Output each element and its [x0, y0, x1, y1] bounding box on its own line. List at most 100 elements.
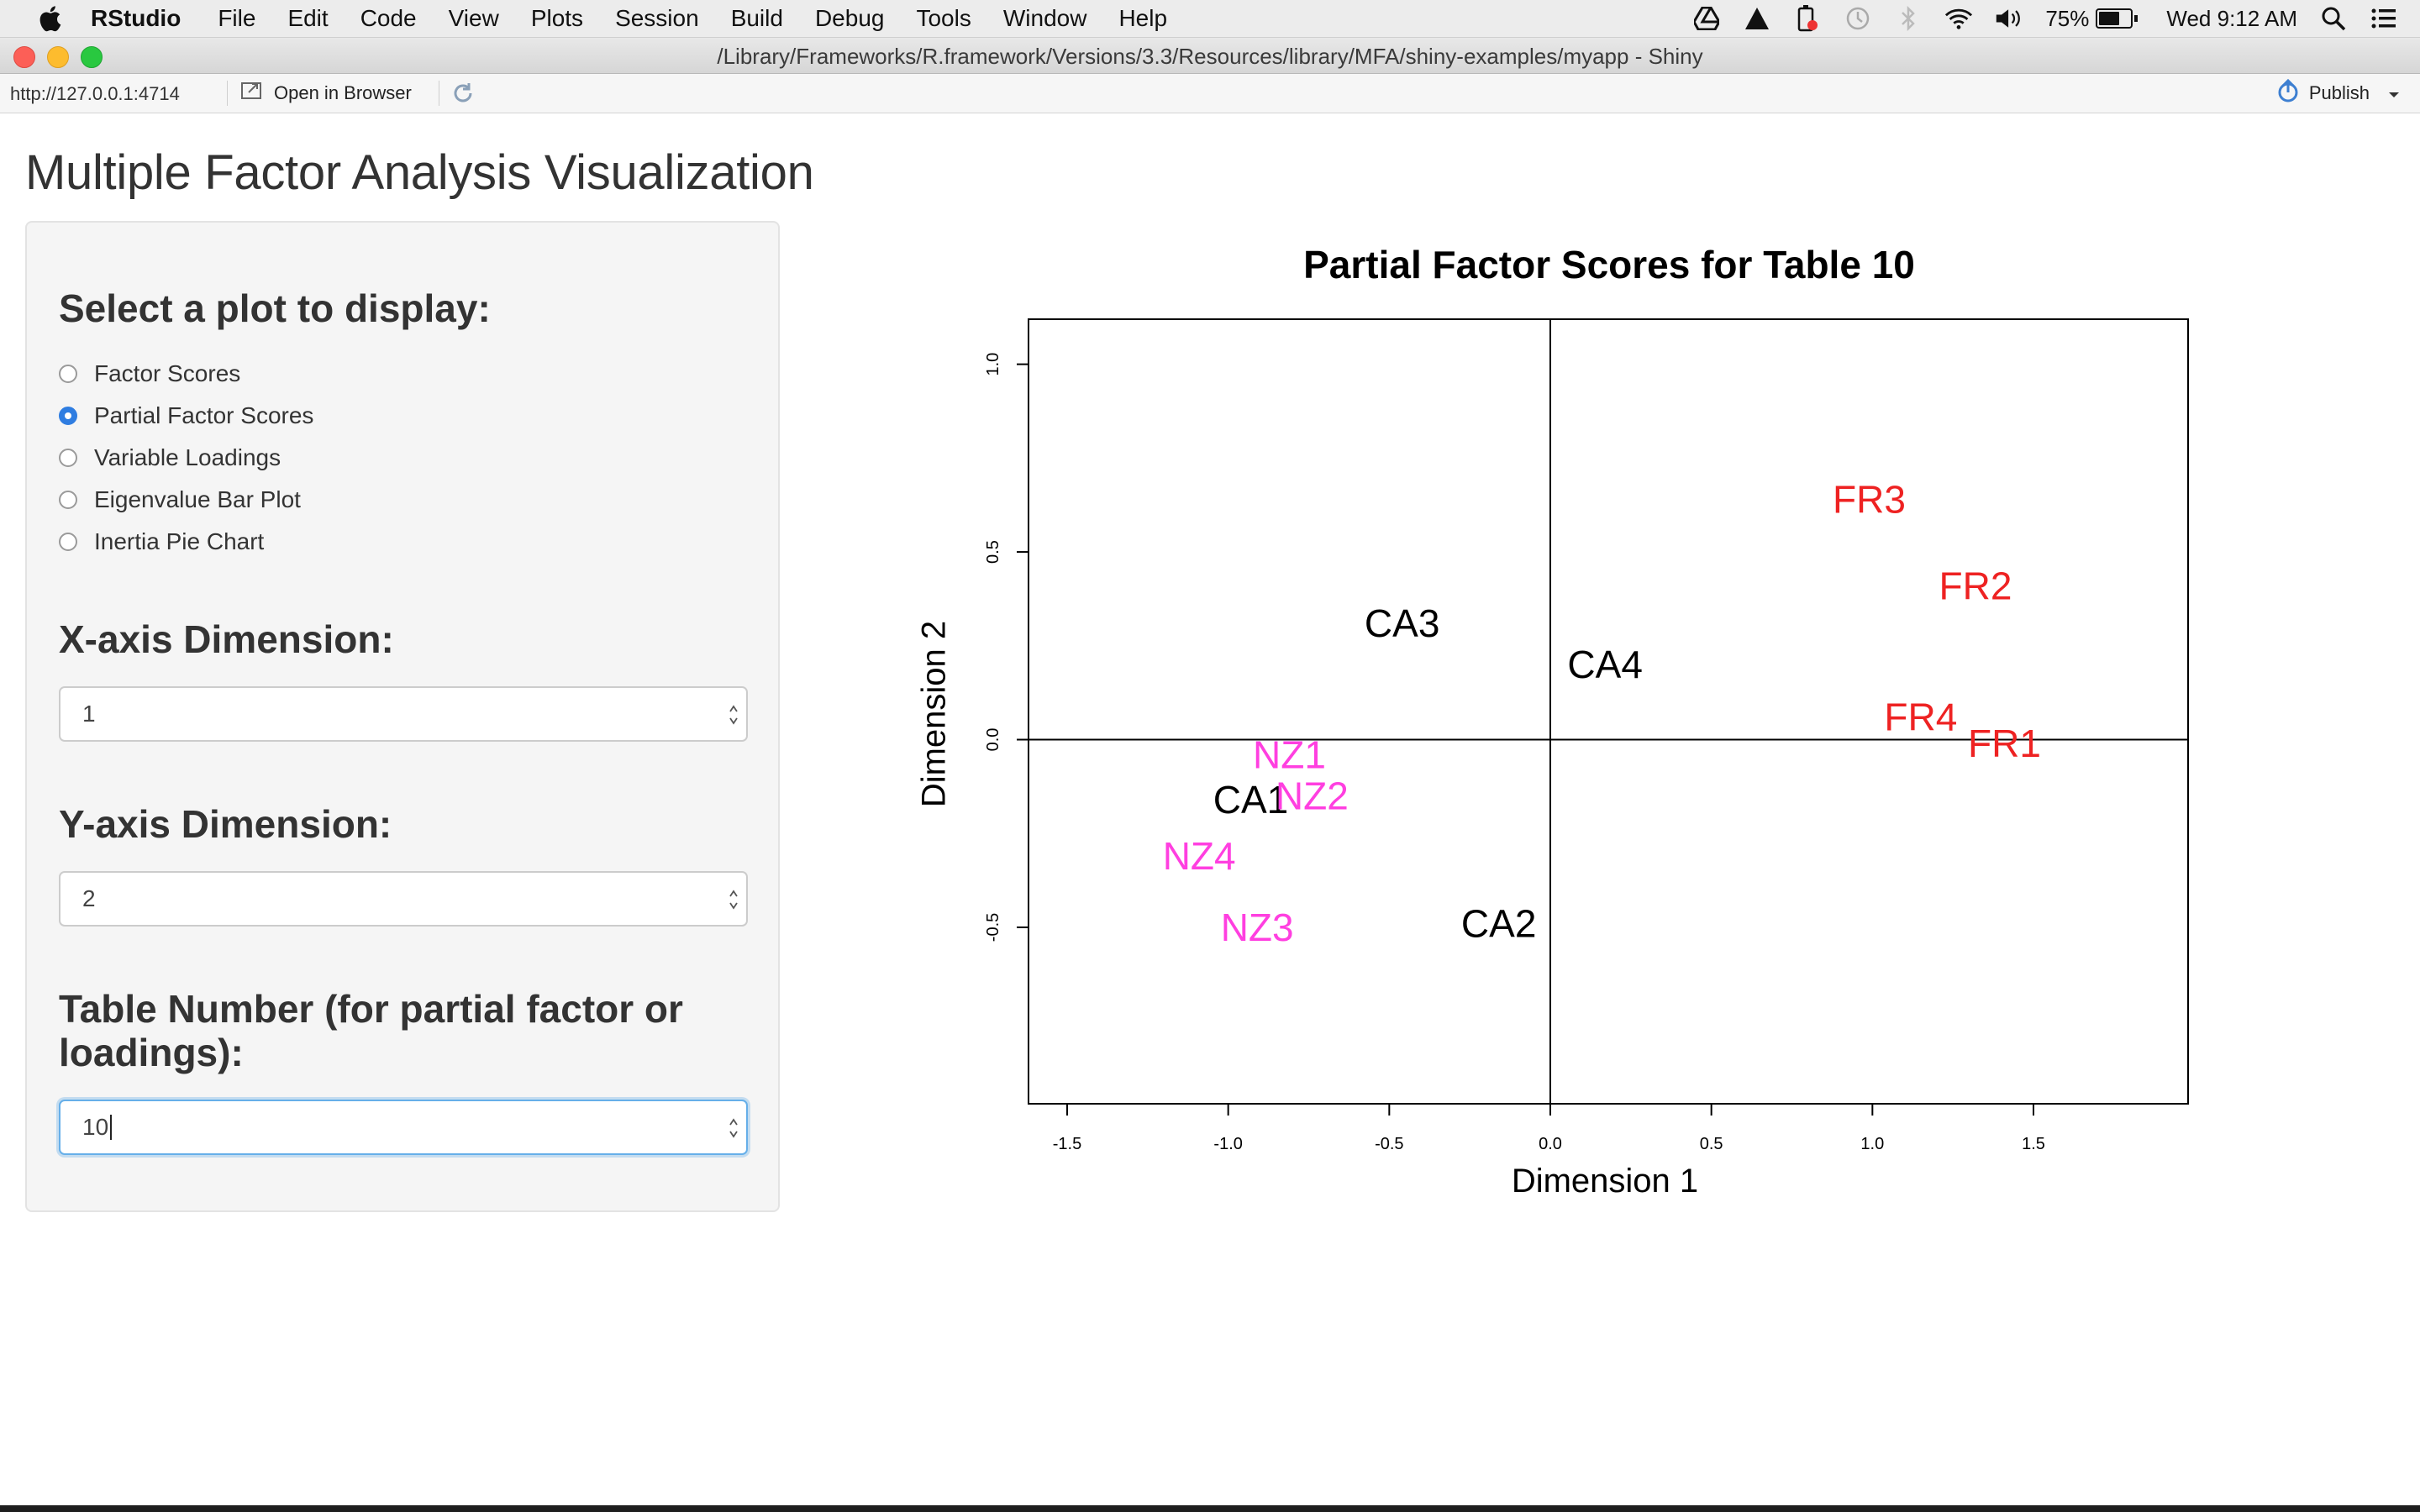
y-tick-label: 0.0 — [984, 728, 1002, 752]
x-tick-label: 0.5 — [1700, 1135, 1723, 1153]
plot-title: Partial Factor Scores for Table 10 — [1303, 243, 1915, 286]
volume-icon[interactable] — [1995, 4, 2023, 33]
table-number-label-line1: Table Number (for partial factor or — [59, 987, 683, 1031]
dock-edge — [0, 1505, 2420, 1512]
radio-option-eigenvalue-bar-plot[interactable]: Eigenvalue Bar Plot — [59, 483, 301, 517]
point-label-ca2: CA2 — [1461, 901, 1536, 945]
refresh-icon[interactable] — [450, 81, 476, 106]
y-tick-label: -0.5 — [984, 913, 1002, 942]
menu-debug[interactable]: Debug — [814, 5, 885, 31]
publish-icon — [2275, 78, 2301, 108]
app-url: http://127.0.0.1:4714 — [10, 83, 180, 104]
table-number-label-line2: loadings): — [59, 1031, 244, 1074]
menu-session[interactable]: Session — [615, 5, 699, 31]
battery-status[interactable]: 75% — [2045, 5, 2139, 32]
text-caret — [110, 1115, 113, 1140]
chevron-down-icon[interactable] — [2388, 82, 2400, 104]
warning-icon[interactable] — [1743, 4, 1771, 33]
x-tick-label: 1.0 — [1860, 1135, 1884, 1153]
partial-factor-scores-plot: -1.5 -1.0 -0.5 0.0 0.5 1.0 1.5 -0.5 0.0 0.5 1.0 FR1… — [984, 318, 2189, 1153]
x-dimension-input[interactable]: 1 — [59, 686, 748, 742]
apple-icon[interactable] — [34, 3, 66, 34]
google-drive-icon[interactable] — [1692, 4, 1721, 33]
minimize-window-button[interactable] — [47, 46, 69, 68]
radio-label: Partial Factor Scores — [94, 402, 314, 428]
radio-label: Inertia Pie Chart — [94, 528, 265, 554]
plot-select-label: Select a plot to display: — [59, 286, 491, 330]
table-number-value: 10 — [82, 1114, 109, 1140]
radio-option-inertia-pie-chart[interactable]: Inertia Pie Chart — [59, 525, 264, 559]
x-tick-label: 1.5 — [2022, 1135, 2045, 1153]
battery-alert-icon[interactable] — [1793, 4, 1822, 33]
sidebar-panel: Select a plot to display: Factor Scores … — [25, 221, 780, 1212]
bluetooth-icon[interactable] — [1894, 4, 1923, 33]
table-number-input[interactable]: 10 — [59, 1100, 748, 1155]
radio-button[interactable] — [59, 365, 77, 383]
status-area: 75% Wed 9:12 AM — [1692, 0, 2398, 37]
window-title: /Library/Frameworks/R.framework/Versions… — [717, 44, 1703, 69]
radio-label: Variable Loadings — [94, 444, 281, 470]
search-icon[interactable] — [2319, 4, 2348, 33]
radio-option-variable-loadings[interactable]: Variable Loadings — [59, 441, 281, 475]
x-dimension-label: X-axis Dimension: — [59, 617, 394, 661]
wifi-icon[interactable] — [1944, 4, 1973, 33]
point-label-nz4: NZ4 — [1163, 834, 1236, 878]
x-tick-label: -1.0 — [1213, 1135, 1242, 1153]
spinner-icon[interactable] — [728, 886, 739, 913]
radio-button-selected[interactable] — [59, 407, 77, 425]
radio-button[interactable] — [59, 491, 77, 509]
battery-percent: 75% — [2045, 5, 2090, 31]
point-label-nz1: NZ1 — [1253, 732, 1326, 776]
point-label-ca1: CA1 — [1213, 778, 1288, 822]
clock[interactable]: Wed 9:12 AM — [2166, 5, 2297, 31]
window-title-bar: /Library/Frameworks/R.framework/Versions… — [0, 38, 2420, 74]
radio-option-partial-factor-scores[interactable]: Partial Factor Scores — [59, 399, 313, 433]
open-browser-icon — [240, 81, 264, 106]
point-label-fr1: FR1 — [1968, 722, 2041, 765]
battery-icon — [2096, 8, 2133, 29]
menu-window[interactable]: Window — [1002, 5, 1087, 31]
table-number-label: Table Number (for partial factor or load… — [59, 987, 683, 1074]
point-label-nz2: NZ2 — [1276, 774, 1349, 818]
point-label-fr4: FR4 — [1884, 696, 1957, 739]
spinner-icon[interactable] — [728, 1115, 739, 1142]
y-dimension-value: 2 — [82, 885, 96, 911]
y-tick-label: 1.0 — [984, 353, 1002, 376]
menu-plots[interactable]: Plots — [530, 5, 584, 31]
time-machine-icon[interactable] — [1844, 4, 1872, 33]
y-tick-label: 0.5 — [984, 540, 1002, 564]
viewer-toolbar: http://127.0.0.1:4714 Open in Browser Pu… — [0, 74, 2420, 113]
menu-view[interactable]: View — [448, 5, 499, 31]
point-label-fr2: FR2 — [1939, 564, 2012, 607]
radio-option-factor-scores[interactable]: Factor Scores — [59, 357, 240, 391]
point-label-nz3: NZ3 — [1221, 906, 1294, 949]
list-icon[interactable] — [2370, 4, 2398, 33]
menu-edit[interactable]: Edit — [287, 5, 329, 31]
menu-file[interactable]: File — [218, 5, 256, 31]
x-dimension-value: 1 — [82, 701, 96, 727]
x-tick-label: -1.5 — [1053, 1135, 1081, 1153]
radio-label: Eigenvalue Bar Plot — [94, 486, 301, 512]
menu-code[interactable]: Code — [360, 5, 417, 31]
plot-frame — [1028, 318, 2189, 1105]
menu-app-rstudio[interactable]: RStudio — [91, 5, 182, 31]
x-tick-label: -0.5 — [1375, 1135, 1403, 1153]
close-window-button[interactable] — [13, 46, 35, 68]
x-tick-label: 0.0 — [1539, 1135, 1562, 1153]
open-in-browser-button[interactable]: Open in Browser — [240, 80, 412, 107]
menu-help[interactable]: Help — [1118, 5, 1168, 31]
radio-label: Factor Scores — [94, 360, 241, 386]
menu-build[interactable]: Build — [730, 5, 783, 31]
radio-button[interactable] — [59, 449, 77, 467]
menu-tools[interactable]: Tools — [916, 5, 971, 31]
point-label-ca3: CA3 — [1365, 601, 1439, 645]
publish-button[interactable]: Publish — [2275, 78, 2400, 108]
y-dimension-input[interactable]: 2 — [59, 871, 748, 927]
x-axis-label: Dimension 1 — [1511, 1163, 1699, 1200]
toolbar-divider — [227, 81, 228, 106]
zoom-window-button[interactable] — [81, 46, 103, 68]
spinner-icon[interactable] — [728, 701, 739, 728]
menu-bar: RStudio File Edit Code View Plots Sessio… — [0, 0, 2420, 38]
radio-button[interactable] — [59, 533, 77, 551]
y-dimension-label: Y-axis Dimension: — [59, 802, 392, 846]
